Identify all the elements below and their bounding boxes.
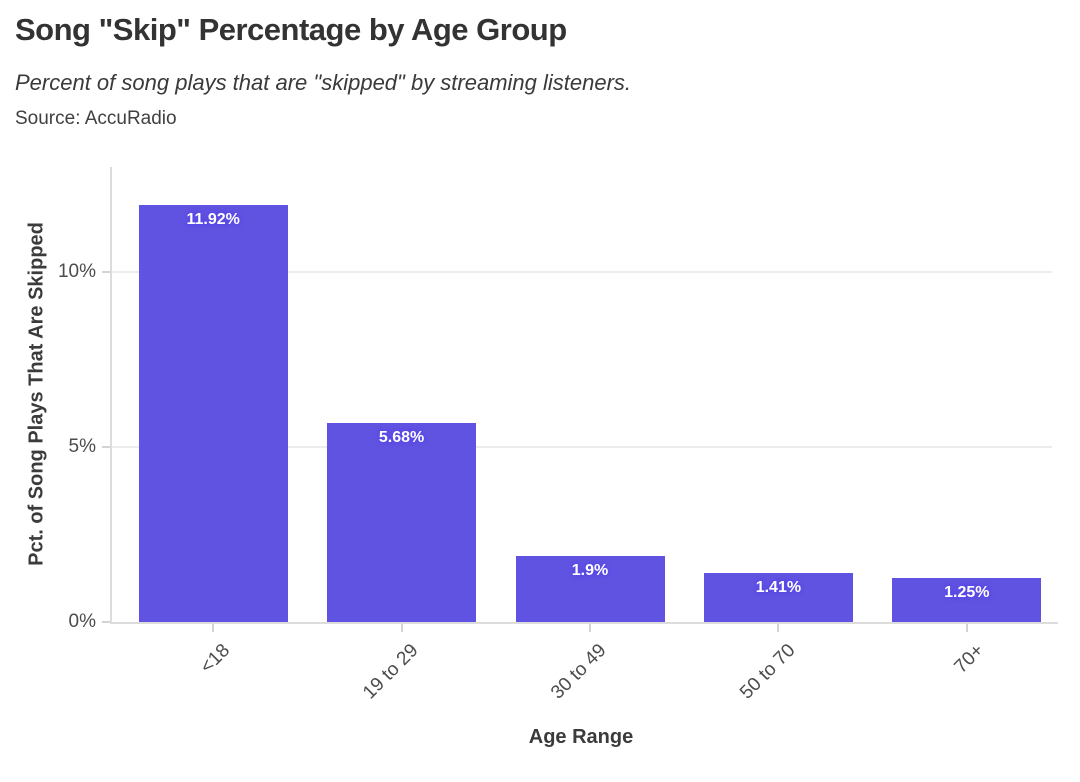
bar-value-label: 1.41% <box>755 578 802 596</box>
x-tick-mark <box>212 624 215 632</box>
source-line: Source: AccuRadio <box>15 108 177 129</box>
bar-value-label: 1.25% <box>944 584 990 602</box>
x-tick-label-text: 19 to 29 <box>359 640 423 704</box>
y-tick-label: 10% <box>57 261 96 282</box>
y-axis-line <box>110 167 112 622</box>
x-tick-label-text: 50 to 70 <box>735 640 800 704</box>
y-tick-mark <box>102 621 110 623</box>
bar <box>327 423 477 622</box>
bar <box>138 204 288 622</box>
x-tick-label-text: 70+ <box>950 640 988 678</box>
y-gridline <box>110 446 1052 448</box>
bar-value-label: 11.92% <box>186 210 240 228</box>
bar <box>515 555 665 622</box>
x-tick-label-text: <18 <box>196 640 235 678</box>
x-tick-mark <box>589 624 591 632</box>
x-axis-line <box>110 622 1058 624</box>
page-title: Song "Skip" Percentage by Age Group <box>15 12 567 47</box>
y-tick-label: 0% <box>68 611 96 632</box>
x-tick-mark <box>965 624 968 632</box>
y-gridline <box>110 271 1052 273</box>
y-tick-mark <box>102 446 110 448</box>
bar-value-label: 5.68% <box>378 429 425 447</box>
y-tick-mark <box>102 271 110 273</box>
y-tick-label: 5% <box>68 436 96 457</box>
x-axis-title: Age Range <box>528 726 634 748</box>
bar-value-label: 1.9% <box>571 561 609 579</box>
page-subtitle: Percent of song plays that are "skipped"… <box>15 70 632 95</box>
x-tick-label-text: 30 to 49 <box>547 640 611 704</box>
x-tick-mark <box>400 624 403 632</box>
bar <box>892 578 1042 622</box>
x-tick-mark <box>777 624 780 632</box>
bar <box>703 572 853 622</box>
